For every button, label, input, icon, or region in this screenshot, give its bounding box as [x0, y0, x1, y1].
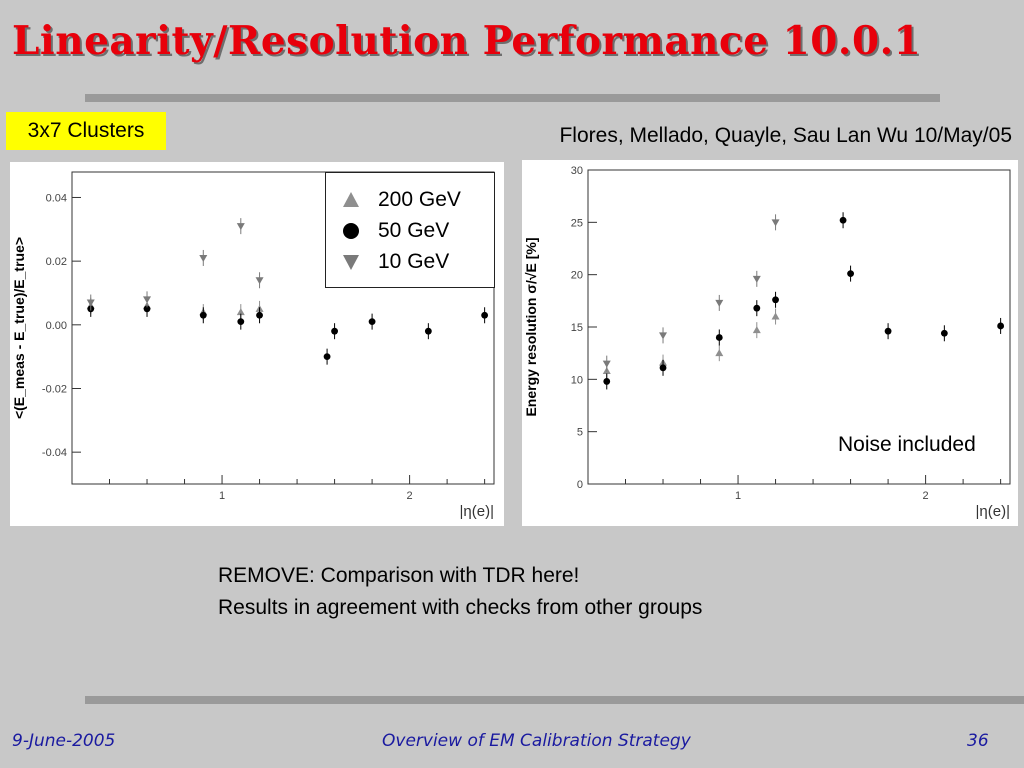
data-point-50gev [940, 329, 948, 337]
y-tick-label: 0.02 [46, 256, 67, 268]
data-point-50gev [884, 327, 892, 335]
data-point-50gev [199, 311, 207, 319]
data-point-50gev [715, 334, 723, 341]
footer-divider [85, 696, 1024, 704]
legend-item-50gev: 50 GeV [326, 216, 496, 246]
data-point-10gev [752, 275, 761, 283]
data-point-50gev [481, 311, 489, 319]
legend-label: 10 GeV [378, 250, 450, 273]
slide-notes: REMOVE: Comparison with TDR here! Result… [218, 560, 702, 624]
data-point-50gev [753, 304, 761, 312]
data-point-50gev [659, 364, 667, 372]
data-point-50gev [847, 270, 854, 278]
chart-legend: 200 GeV 50 GeV 10 GeV [325, 172, 495, 288]
footer-center: Overview of EM Calibration Strategy [382, 731, 691, 751]
data-point-50gev [997, 322, 1005, 330]
x-axis-label: |η(e)| [460, 503, 494, 520]
y-tick-label: 25 [571, 217, 583, 229]
plot-frame [71, 171, 495, 485]
data-point-10gev [86, 299, 95, 307]
data-point-10gev [236, 223, 245, 231]
footer-date: 9-June-2005 [12, 731, 116, 751]
legend-item-10gev: 10 GeV [326, 247, 496, 277]
x-tick-label: 1 [735, 490, 741, 502]
y-tick-label: 0.00 [46, 320, 67, 332]
circle-icon [343, 223, 359, 239]
data-point-10gev [255, 277, 264, 285]
data-point-50gev [368, 318, 376, 326]
authors-line: Flores, Mellado, Quayle, Sau Lan Wu 10/M… [559, 124, 1012, 147]
y-tick-label: 5 [577, 427, 583, 439]
y-tick-label: -0.02 [42, 383, 67, 395]
data-point-200gev [715, 349, 724, 357]
data-point-10gev [659, 332, 668, 340]
slide-title: Linearity/Resolution Performance 10.0.1 [12, 18, 922, 64]
data-point-200gev [771, 312, 780, 320]
cluster-badge: 3x7 Clusters [6, 112, 166, 150]
footer-page-number: 36 [967, 731, 989, 751]
data-point-10gev [199, 254, 208, 262]
y-tick-label: 0 [577, 479, 583, 491]
legend-item-200gev: 200 GeV [326, 185, 496, 215]
y-tick-label: 20 [571, 270, 583, 282]
data-point-50gev [839, 216, 847, 224]
x-tick-label: 2 [923, 490, 929, 502]
data-point-200gev [752, 326, 761, 334]
x-axis-label: |η(e)| [976, 503, 1010, 520]
y-tick-label: -0.04 [42, 447, 67, 459]
data-point-50gev [331, 327, 338, 335]
linearity-plot-svg: 1 2 0.04 0.02 0.00 -0.02 -0.04 |η(e)| <(E_meas -… [11, 171, 495, 520]
data-point-50gev [424, 327, 432, 335]
legend-label: 200 GeV [378, 188, 461, 211]
y-axis-label: <(E_meas - E_true)/E_true> [11, 237, 27, 419]
data-point-10gev [715, 299, 724, 307]
triangle-down-icon [343, 255, 359, 270]
data-point-50gev [143, 305, 151, 313]
data-point-50gev [323, 353, 331, 361]
y-axis-label: Energy resolution σ/√E [%] [523, 237, 539, 416]
data-point-200gev [236, 308, 245, 316]
note-line: Results in agreement with checks from ot… [218, 596, 703, 619]
triangle-up-icon [343, 192, 359, 207]
data-point-50gev [772, 296, 779, 304]
data-point-10gev [143, 296, 152, 304]
data-point-10gev [602, 360, 611, 368]
legend-label: 50 GeV [378, 219, 450, 242]
x-tick-label: 2 [407, 490, 413, 502]
y-tick-label: 0.04 [46, 192, 67, 204]
data-point-50gev [237, 318, 245, 326]
y-tick-label: 30 [571, 165, 583, 177]
y-tick-label: 15 [571, 322, 583, 334]
noise-note: Noise included [838, 433, 976, 456]
resolution-chart: 1 2 0 5 10 15 20 25 30 |η(e)| Energy resolution σ/… [522, 160, 1018, 526]
title-divider [85, 94, 940, 102]
note-line: REMOVE: Comparison with TDR here! [218, 564, 580, 587]
data-point-10gev [771, 219, 780, 227]
y-tick-label: 10 [571, 374, 583, 386]
x-tick-label: 1 [219, 490, 225, 502]
data-point-50gev [256, 311, 263, 319]
data-point-50gev [603, 378, 611, 385]
